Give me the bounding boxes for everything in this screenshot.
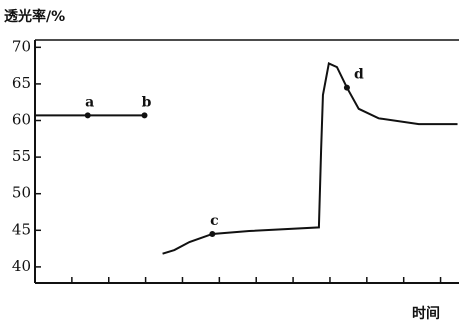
point — [141, 112, 148, 119]
point-label: c — [210, 213, 219, 229]
point-label: b — [142, 94, 152, 110]
point — [343, 84, 350, 91]
y-tick-label: 65 — [12, 74, 31, 92]
y-axis-label: 透光率/% — [4, 8, 65, 25]
point-label: a — [85, 94, 94, 110]
y-tick-label: 55 — [12, 147, 31, 165]
point — [209, 230, 216, 237]
y-tick-label: 70 — [12, 37, 31, 55]
x-axis-label: 时间 — [412, 305, 440, 322]
y-tick-label: 40 — [12, 257, 31, 275]
y-tick-label: 45 — [12, 220, 31, 238]
y-tick-label: 60 — [12, 111, 31, 129]
line — [35, 61, 458, 255]
point — [84, 112, 91, 119]
point-label: d — [354, 67, 364, 83]
y-tick-label: 50 — [12, 184, 31, 202]
